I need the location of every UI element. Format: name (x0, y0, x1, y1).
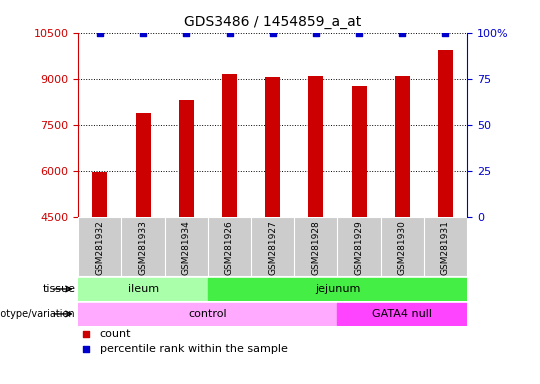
Text: count: count (100, 329, 131, 339)
Point (355, 30, 363, 36)
Text: tissue: tissue (43, 284, 76, 294)
Text: GSM281932: GSM281932 (96, 220, 104, 275)
Bar (179, 100, 194, 217)
Bar (338, 303, 467, 325)
Bar (308, 76, 323, 217)
Point (225, 30, 234, 36)
Point (82, 346, 90, 353)
Text: genotype/variation: genotype/variation (0, 309, 76, 319)
Point (182, 30, 191, 36)
Bar (78, 303, 338, 325)
Text: GSM281931: GSM281931 (441, 220, 450, 275)
Text: percentile rank within the sample: percentile rank within the sample (100, 344, 288, 354)
Bar (136, 113, 151, 217)
Point (139, 30, 147, 36)
Point (268, 30, 277, 36)
Text: GATA4 null: GATA4 null (372, 309, 433, 319)
Bar (222, 74, 237, 217)
Text: GSM281926: GSM281926 (225, 220, 234, 275)
Bar (395, 76, 410, 217)
Text: GSM281928: GSM281928 (312, 220, 320, 275)
Bar (92, 172, 107, 217)
Point (398, 30, 407, 36)
Bar (265, 77, 280, 217)
Text: GSM281930: GSM281930 (398, 220, 407, 275)
Text: GSM281934: GSM281934 (182, 220, 191, 275)
Bar (208, 278, 467, 300)
Bar (438, 50, 453, 217)
Title: GDS3486 / 1454859_a_at: GDS3486 / 1454859_a_at (184, 15, 361, 29)
Point (312, 30, 320, 36)
Point (441, 30, 450, 36)
Text: control: control (188, 309, 227, 319)
Text: GSM281933: GSM281933 (139, 220, 147, 275)
Bar (78, 278, 208, 300)
Bar (352, 86, 367, 217)
Text: jejunum: jejunum (315, 284, 360, 294)
Text: ileum: ileum (127, 284, 159, 294)
Point (96, 30, 104, 36)
Text: GSM281929: GSM281929 (355, 220, 363, 275)
Text: GSM281927: GSM281927 (268, 220, 277, 275)
Point (82, 331, 90, 337)
